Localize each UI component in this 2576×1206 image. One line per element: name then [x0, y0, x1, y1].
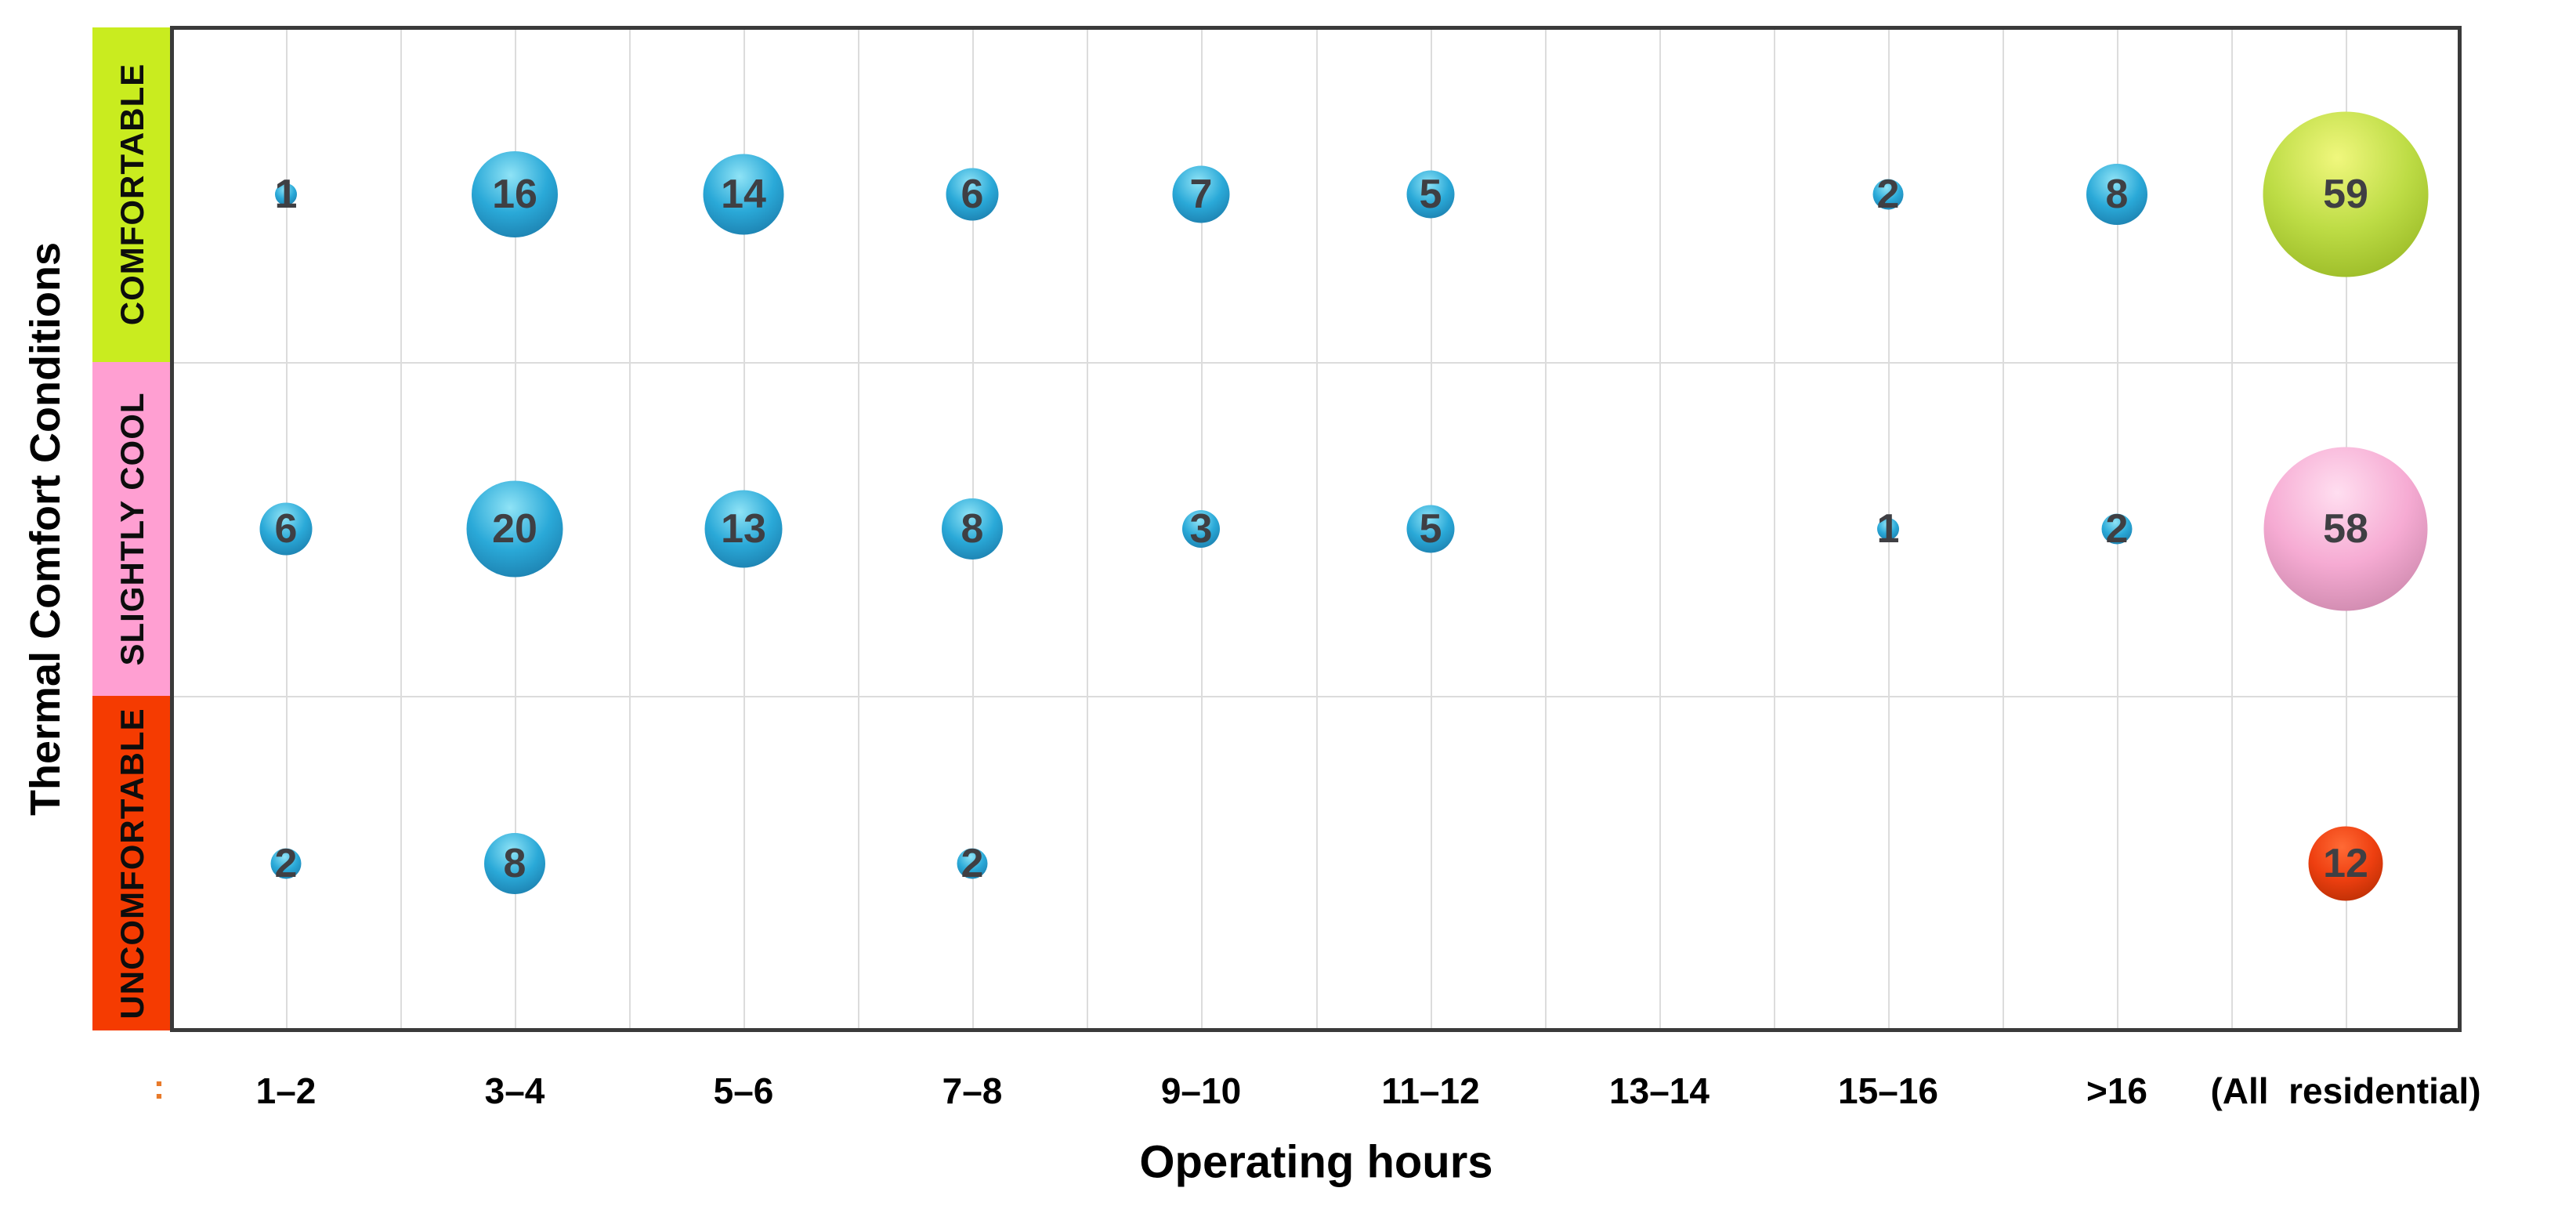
horizontal-gridline — [172, 696, 2460, 697]
stray-tick-mark: : — [153, 1068, 165, 1106]
bubble-value-label: 58 — [2323, 506, 2368, 552]
bubble — [1406, 505, 1455, 553]
y-band-label: UNCOMFORTABLE — [114, 708, 150, 1019]
horizontal-gridline — [172, 362, 2460, 364]
bubble-value-label: 1 — [274, 172, 298, 217]
bubble — [1872, 179, 1904, 210]
bubble — [484, 833, 545, 894]
bubble-value-label: 8 — [2105, 172, 2129, 217]
bubble — [466, 480, 563, 578]
bubble-value-label: 7 — [1189, 172, 1213, 217]
bubble-value-label: 2 — [274, 841, 298, 886]
bubble-value-label: 20 — [492, 506, 537, 552]
x-tick-label: 1–2 — [255, 1070, 317, 1111]
vertical-gridline — [2003, 27, 2004, 1030]
bubble — [703, 154, 784, 235]
bubble-value-label: 6 — [961, 172, 984, 217]
bubble-value-label: 2 — [2105, 506, 2129, 552]
x-tick-label: 11–12 — [1381, 1070, 1480, 1111]
x-tick-label: (All residential) — [2210, 1070, 2481, 1111]
bubble-value-label: 8 — [961, 506, 984, 552]
vertical-gridline — [1774, 27, 1775, 1030]
bubble-value-label: 12 — [2323, 841, 2368, 886]
bubble — [2263, 447, 2428, 611]
vertical-gridline — [400, 27, 402, 1030]
bubble — [957, 848, 988, 879]
y-axis-title: Thermal Comfort Conditions — [22, 242, 69, 816]
y-band-label: SLIGHTLY COOL — [114, 392, 150, 666]
bubble — [1877, 518, 1899, 540]
y-band-uncomfortable — [92, 696, 172, 1030]
bubble — [1182, 510, 1220, 548]
x-tick-label: 7–8 — [942, 1070, 1003, 1111]
bubble-value-label: 2 — [1876, 172, 1900, 217]
x-tick-label: 3–4 — [484, 1070, 545, 1111]
vertical-gridline — [1316, 27, 1318, 1030]
bubble-value-label: 59 — [2323, 172, 2368, 217]
bubble-value-label: 5 — [1419, 506, 1442, 552]
x-tick-label: 9–10 — [1160, 1070, 1242, 1111]
y-band-comfortable — [92, 27, 172, 362]
bubble-value-label: 5 — [1419, 172, 1442, 217]
bubble — [275, 183, 297, 205]
bubble-value-label: 13 — [721, 506, 766, 552]
plot-area-border — [170, 26, 2462, 1032]
x-tick-label: 13–14 — [1609, 1070, 1709, 1111]
bubble-value-label: 2 — [961, 841, 984, 886]
vertical-gridline — [2231, 27, 2233, 1030]
y-band-label: COMFORTABLE — [114, 63, 150, 326]
bubble — [2263, 111, 2429, 277]
vertical-gridline — [629, 27, 631, 1030]
bubble-value-label: 6 — [274, 506, 298, 552]
bubble-value-label: 8 — [503, 841, 526, 886]
x-tick-label: 15–16 — [1838, 1070, 1938, 1111]
y-band-slightly-cool — [92, 362, 172, 697]
vertical-gridline — [858, 27, 859, 1030]
x-tick-label: >16 — [2086, 1070, 2148, 1111]
bubble-value-label: 14 — [721, 172, 766, 217]
x-tick-label: 5–6 — [713, 1070, 774, 1111]
bubble — [2308, 826, 2383, 901]
bubble — [1172, 165, 1230, 223]
bubble — [942, 498, 1003, 560]
bubble — [259, 502, 313, 556]
x-axis-title: Operating hours — [1139, 1136, 1493, 1188]
vertical-gridline — [1087, 27, 1088, 1030]
bubble — [704, 490, 783, 568]
bubble-value-label: 16 — [492, 172, 537, 217]
bubble — [472, 151, 558, 237]
bubble — [1406, 170, 1455, 219]
bubble — [2086, 164, 2147, 225]
vertical-gridline — [1545, 27, 1547, 1030]
bubble — [270, 848, 302, 879]
bubble — [946, 168, 999, 221]
bubble — [2101, 513, 2133, 545]
bubble-value-label: 1 — [1876, 506, 1900, 552]
vertical-gridline — [1659, 27, 1661, 1030]
bubble-value-label: 3 — [1189, 506, 1213, 552]
